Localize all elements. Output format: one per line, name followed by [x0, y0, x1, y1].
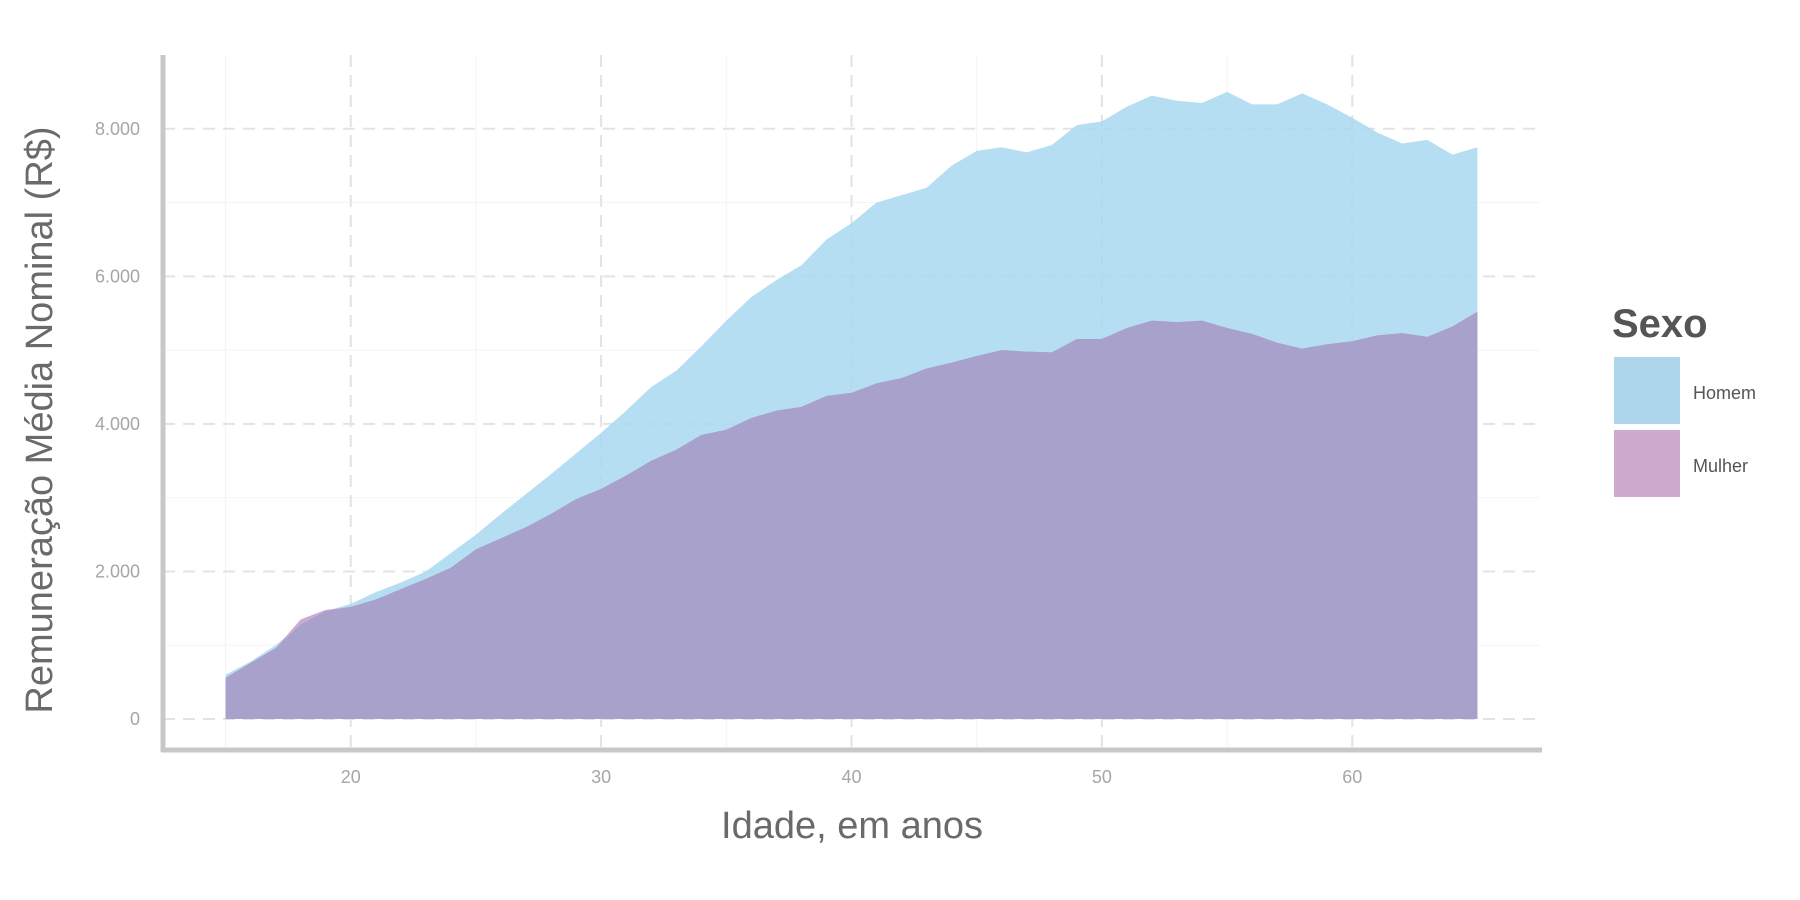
legend-label-homem: Homem [1693, 383, 1756, 403]
legend-label-mulher: Mulher [1693, 456, 1748, 476]
x-tick-label: 60 [1342, 767, 1362, 787]
y-tick-labels: 0 2.000 4.000 6.000 8.000 [95, 119, 140, 729]
legend: Sexo Homem Mulher [1612, 302, 1756, 497]
y-tick-label: 4.000 [95, 414, 140, 434]
y-tick-label: 2.000 [95, 561, 140, 581]
legend-title: Sexo [1612, 302, 1708, 346]
x-tick-label: 20 [341, 767, 361, 787]
axes [160, 55, 1542, 753]
y-tick-label: 6.000 [95, 266, 140, 286]
y-axis-title: Remuneração Média Nominal (R$) [19, 126, 61, 713]
chart-areas [225, 91, 1478, 720]
legend-swatch-homem [1614, 357, 1680, 424]
x-tick-labels: 20 30 40 50 60 [341, 767, 1362, 787]
y-tick-label: 8.000 [95, 119, 140, 139]
x-tick-label: 50 [1092, 767, 1112, 787]
x-axis-title: Idade, em anos [721, 805, 983, 847]
legend-swatch-mulher [1614, 430, 1680, 497]
y-tick-label: 0 [130, 709, 140, 729]
x-tick-label: 40 [841, 767, 861, 787]
x-tick-label: 30 [591, 767, 611, 787]
area-overlap [225, 311, 1478, 720]
